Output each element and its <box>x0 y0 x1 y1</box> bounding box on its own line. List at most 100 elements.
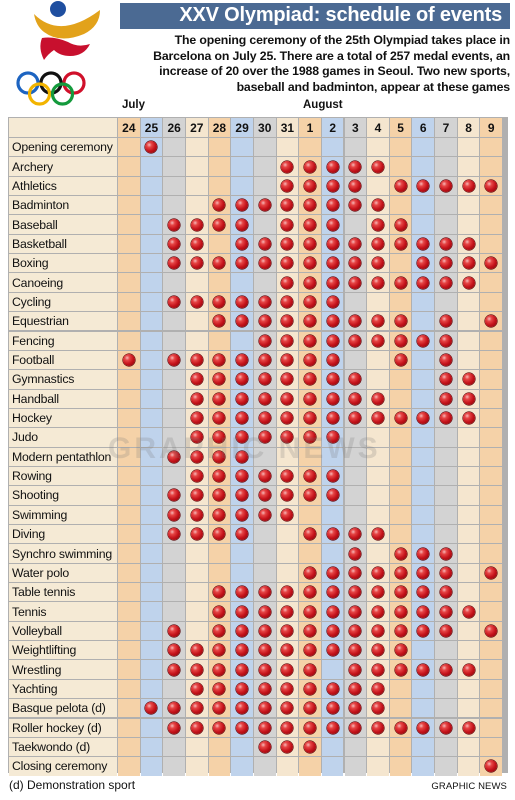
schedule-cell <box>208 602 231 621</box>
schedule-cell <box>276 757 299 776</box>
event-day-marker <box>462 663 475 676</box>
event-day-marker <box>304 528 316 541</box>
schedule-cell <box>412 331 435 350</box>
event-day-marker <box>213 257 226 270</box>
schedule-cell <box>412 737 435 757</box>
schedule-cell <box>185 466 208 486</box>
schedule-cell <box>140 350 163 370</box>
schedule-cell <box>412 196 435 215</box>
schedule-cell <box>321 350 344 370</box>
event-day-marker <box>304 218 316 231</box>
event-day-marker <box>190 470 203 483</box>
schedule-cell <box>435 466 457 486</box>
schedule-cell <box>457 254 480 273</box>
schedule-cell <box>253 486 276 505</box>
event-label: Football <box>9 350 117 370</box>
schedule-cell <box>321 389 344 408</box>
schedule-cell <box>412 176 435 196</box>
schedule-cell <box>208 389 231 408</box>
schedule-cell <box>299 737 321 757</box>
schedule-cell <box>435 699 457 718</box>
event-day-marker <box>326 605 339 618</box>
schedule-cell <box>344 138 367 157</box>
schedule-cell <box>367 254 389 273</box>
event-day-marker <box>304 566 316 579</box>
schedule-cell <box>299 641 321 660</box>
event-day-marker <box>394 412 407 425</box>
event-label: Fencing <box>9 331 117 350</box>
schedule-cell <box>367 350 389 370</box>
schedule-cell <box>276 602 299 621</box>
event-day-marker <box>349 237 362 250</box>
event-day-marker <box>258 237 271 250</box>
event-day-marker <box>439 721 452 734</box>
event-day-marker <box>485 760 498 773</box>
schedule-cell <box>457 176 480 196</box>
schedule-cell <box>140 699 163 718</box>
schedule-cell <box>389 389 412 408</box>
event-label: Modern pentathlon <box>9 447 117 466</box>
schedule-cell <box>276 370 299 389</box>
event-day-marker <box>439 547 452 560</box>
schedule-cell <box>321 660 344 679</box>
event-day-marker <box>417 566 430 579</box>
schedule-cell <box>435 273 457 292</box>
schedule-cell <box>185 679 208 699</box>
schedule-cell <box>321 486 344 505</box>
event-day-marker <box>304 334 316 347</box>
schedule-cell <box>435 176 457 196</box>
schedule-cell <box>118 273 140 292</box>
event-day-marker <box>349 412 362 425</box>
schedule-cell <box>435 525 457 544</box>
event-day-marker <box>326 373 339 386</box>
schedule-cell <box>140 505 163 524</box>
schedule-cell <box>367 157 389 176</box>
event-day-marker <box>326 702 339 715</box>
schedule-cell <box>389 525 412 544</box>
event-day-marker <box>190 431 203 444</box>
event-day-marker <box>349 315 362 328</box>
event-day-marker <box>258 315 271 328</box>
schedule-cell <box>321 176 344 196</box>
schedule-cell <box>480 215 503 234</box>
schedule-cell <box>480 757 503 776</box>
event-day-marker <box>485 315 498 328</box>
schedule-cell <box>185 660 208 679</box>
schedule-cell <box>185 254 208 273</box>
event-day-marker <box>326 431 339 444</box>
schedule-cell <box>118 428 140 447</box>
event-day-marker <box>213 489 226 502</box>
event-day-marker <box>326 624 339 637</box>
schedule-cell <box>118 370 140 389</box>
schedule-cell <box>412 718 435 737</box>
schedule-cell <box>208 679 231 699</box>
event-day-marker <box>236 315 249 328</box>
event-day-marker <box>258 721 271 734</box>
event-day-marker <box>417 334 430 347</box>
schedule-cell <box>118 466 140 486</box>
schedule-cell <box>163 215 185 234</box>
event-day-marker <box>281 431 294 444</box>
event-day-marker <box>417 276 430 289</box>
event-label: Gymnastics <box>9 370 117 389</box>
schedule-cell <box>344 254 367 273</box>
event-day-marker <box>190 663 203 676</box>
schedule-cell <box>299 505 321 524</box>
event-day-marker <box>326 682 339 695</box>
schedule-cell <box>163 583 185 602</box>
schedule-cell <box>140 544 163 563</box>
schedule-cell <box>118 621 140 641</box>
schedule-cell <box>276 215 299 234</box>
event-label: Cycling <box>9 292 117 312</box>
schedule-cell <box>185 273 208 292</box>
schedule-cell <box>276 157 299 176</box>
event-day-marker <box>394 334 407 347</box>
schedule-cell <box>389 428 412 447</box>
schedule-cell <box>163 292 185 312</box>
schedule-cell <box>185 757 208 776</box>
schedule-cell <box>208 292 231 312</box>
schedule-cell <box>480 370 503 389</box>
schedule-cell <box>435 331 457 350</box>
schedule-cell <box>344 699 367 718</box>
schedule-cell <box>253 157 276 176</box>
